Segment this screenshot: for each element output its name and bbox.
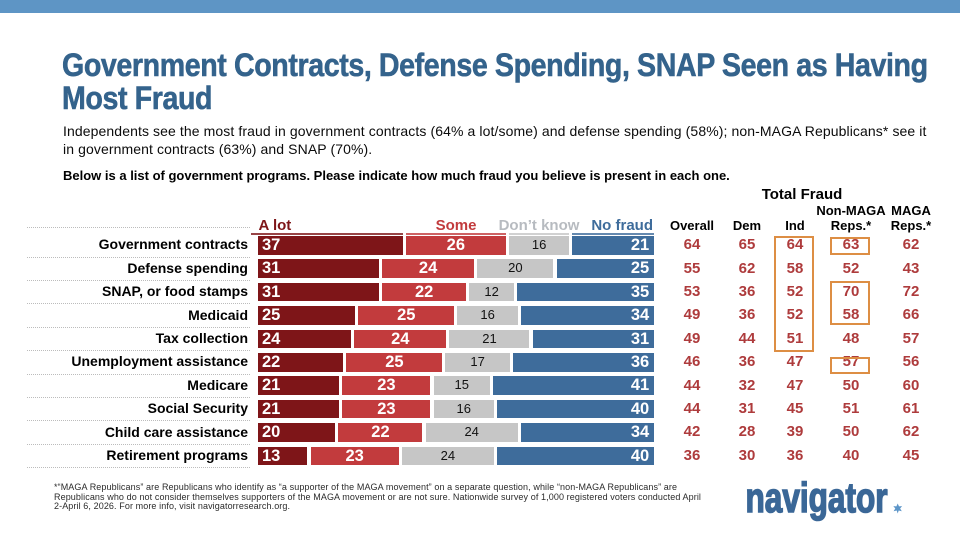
svg-text:navigator: navigator	[746, 474, 888, 521]
